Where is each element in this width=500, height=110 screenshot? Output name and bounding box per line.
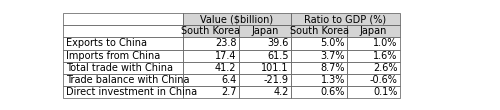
Bar <box>182 62 239 74</box>
Bar <box>182 13 291 25</box>
Text: 101.1: 101.1 <box>262 63 289 73</box>
Text: 0.1%: 0.1% <box>373 87 398 97</box>
Bar <box>291 62 348 74</box>
Bar <box>62 74 182 86</box>
Text: 2.7: 2.7 <box>221 87 236 97</box>
Bar <box>348 37 400 50</box>
Bar <box>62 50 182 62</box>
Bar <box>62 86 182 98</box>
Bar <box>348 25 400 37</box>
Bar <box>291 25 348 37</box>
Bar <box>62 62 182 74</box>
Text: Total trade with China: Total trade with China <box>66 63 172 73</box>
Text: Trade balance with China: Trade balance with China <box>66 75 189 85</box>
Bar <box>291 86 348 98</box>
Bar <box>62 25 182 37</box>
Bar <box>239 37 291 50</box>
Text: 39.6: 39.6 <box>268 38 289 49</box>
Bar <box>182 37 239 50</box>
Bar <box>182 74 239 86</box>
Text: 17.4: 17.4 <box>215 51 236 61</box>
Text: Imports from China: Imports from China <box>66 51 160 61</box>
Bar <box>348 74 400 86</box>
Text: Japan: Japan <box>360 26 387 36</box>
Text: Value ($billion): Value ($billion) <box>200 14 274 24</box>
Bar <box>348 62 400 74</box>
Text: 4.2: 4.2 <box>274 87 289 97</box>
Text: Japan: Japan <box>252 26 278 36</box>
Bar <box>239 50 291 62</box>
Text: 5.0%: 5.0% <box>320 38 345 49</box>
Bar <box>291 74 348 86</box>
Text: Ratio to GDP (%): Ratio to GDP (%) <box>304 14 386 24</box>
Bar <box>239 86 291 98</box>
Text: 1.6%: 1.6% <box>373 51 398 61</box>
Text: 8.7%: 8.7% <box>320 63 345 73</box>
Text: 1.3%: 1.3% <box>320 75 345 85</box>
Text: -0.6%: -0.6% <box>370 75 398 85</box>
Bar <box>291 50 348 62</box>
Text: 1.0%: 1.0% <box>373 38 398 49</box>
Text: Direct investment in China: Direct investment in China <box>66 87 196 97</box>
Text: 6.4: 6.4 <box>221 75 236 85</box>
Bar <box>182 25 239 37</box>
Bar <box>239 74 291 86</box>
Bar <box>291 13 400 25</box>
Text: 23.8: 23.8 <box>215 38 236 49</box>
Text: 3.7%: 3.7% <box>320 51 345 61</box>
Text: South Korea: South Korea <box>181 26 240 36</box>
Text: 61.5: 61.5 <box>268 51 289 61</box>
Bar <box>62 13 182 25</box>
Bar <box>62 37 182 50</box>
Bar <box>182 50 239 62</box>
Text: 2.6%: 2.6% <box>373 63 398 73</box>
Text: 0.6%: 0.6% <box>320 87 345 97</box>
Bar <box>239 25 291 37</box>
Bar <box>348 50 400 62</box>
Text: -21.9: -21.9 <box>264 75 289 85</box>
Text: Exports to China: Exports to China <box>66 38 146 49</box>
Text: 41.2: 41.2 <box>215 63 236 73</box>
Bar <box>239 62 291 74</box>
Bar <box>348 86 400 98</box>
Text: South Korea: South Korea <box>290 26 348 36</box>
Bar <box>182 86 239 98</box>
Bar <box>291 37 348 50</box>
